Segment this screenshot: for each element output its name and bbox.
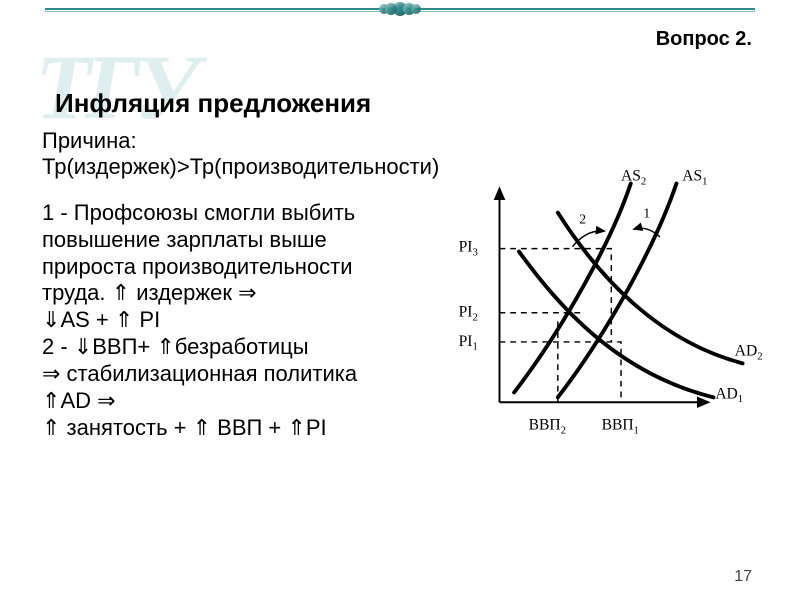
body-3c: PI: [306, 415, 327, 440]
body-3b: ВВП +: [211, 415, 287, 440]
body-2c: безработицы: [175, 334, 309, 359]
body-2b: ВВП+: [92, 334, 156, 359]
cause-line-1: Причина:: [42, 128, 137, 153]
chart-svg: 1 2 PI3 PI2 PI1 ВВП2 ВВП1 AS2 AS1 AD2 AD…: [412, 155, 762, 455]
x-label-vvp2: ВВП2: [529, 416, 566, 436]
curve-as2: [514, 183, 631, 392]
decorative-beads: [381, 2, 419, 16]
body-2a: 2 -: [42, 334, 74, 359]
arrow-up-icon: ⇑: [42, 388, 60, 413]
arrow-imply-icon: ⇒: [238, 280, 256, 305]
arrow-imply-icon: ⇒: [42, 361, 60, 386]
arrow-up-icon: ⇑: [42, 415, 60, 440]
y-label-pi1: PI1: [459, 333, 478, 353]
question-label: Вопрос 2.: [656, 28, 752, 51]
body-1c: AS +: [60, 307, 114, 332]
y-label-pi2: PI2: [459, 304, 478, 324]
label-ad2: AD2: [735, 343, 763, 363]
cause-line-2: Тр(издержек)>Тр(производительности): [42, 154, 439, 179]
cause-block: Причина: Тр(издержек)>Тр(производительно…: [42, 128, 439, 180]
label-as1: AS1: [682, 168, 707, 188]
shift-label-2: 2: [579, 211, 586, 226]
body-text: 1 - Профсоюзы смогли выбить повышение за…: [42, 200, 412, 441]
arrow-up-icon: ⇑: [112, 280, 130, 305]
shift-label-1: 1: [643, 206, 650, 221]
label-ad1: AD1: [715, 385, 743, 405]
body-1d: PI: [133, 307, 160, 332]
body-2d: стабилизационная политика: [60, 361, 357, 386]
y-label-pi3: PI3: [459, 239, 478, 259]
page-title: Инфляция предложения: [55, 88, 371, 119]
slide-page: ТГУ Вопрос 2. Инфляция предложения Причи…: [0, 0, 800, 600]
page-number: 17: [734, 568, 752, 586]
body-1b: издержек: [130, 280, 238, 305]
arrow-up-icon: ⇑: [115, 307, 133, 332]
arrow-up-icon: ⇑: [193, 415, 211, 440]
x-label-vvp1: ВВП1: [602, 416, 639, 436]
curve-ad1: [519, 252, 713, 398]
body-3a: занятость +: [60, 415, 192, 440]
label-as2: AS2: [621, 168, 646, 188]
arrow-up-icon: ⇑: [156, 334, 174, 359]
arrow-down-icon: ⇓: [74, 334, 92, 359]
body-2e: AD: [60, 388, 97, 413]
arrow-imply-icon: ⇒: [97, 388, 115, 413]
arrow-up-icon: ⇑: [287, 415, 305, 440]
supply-inflation-chart: 1 2 PI3 PI2 PI1 ВВП2 ВВП1 AS2 AS1 AD2 AD…: [412, 155, 762, 455]
arrow-down-icon: ⇓: [42, 307, 60, 332]
